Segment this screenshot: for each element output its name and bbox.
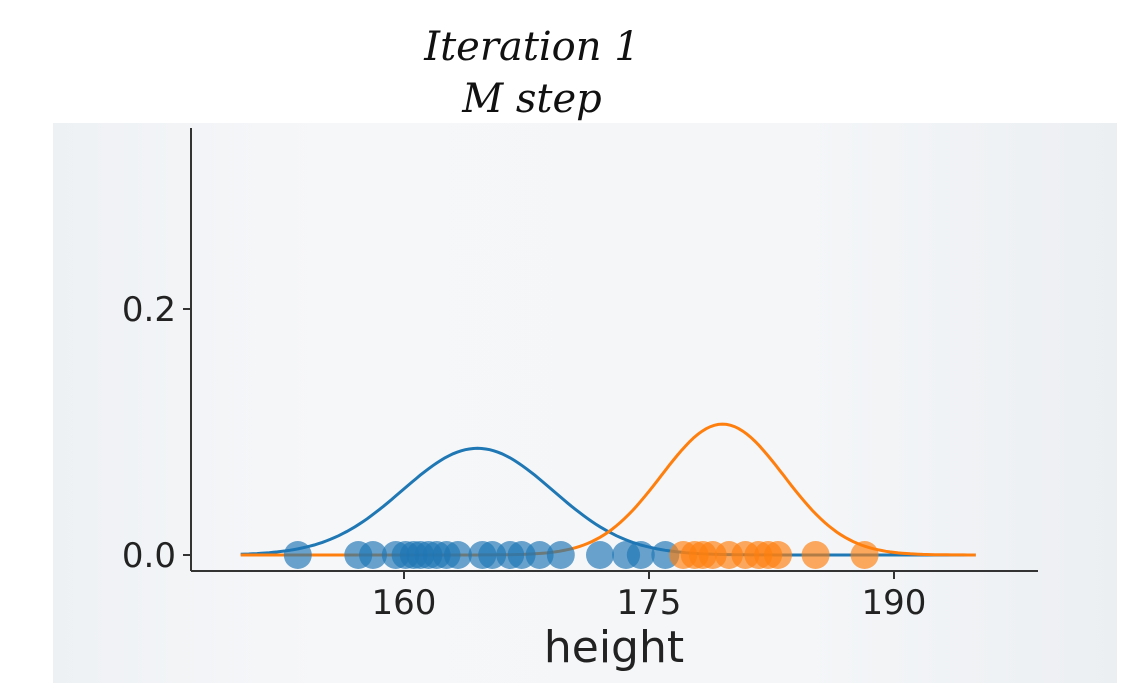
data-point-32 [850,541,879,569]
density-curve-2 [240,422,976,557]
x-ticks: 160 175 190 [372,571,927,623]
y-tick-label: 0.0 [122,536,176,576]
data-point-16 [525,541,554,569]
density-curve-1 [240,446,976,557]
plot-background [53,123,1117,683]
y-ticks: 0.0 0.2 [122,290,191,576]
annotation-iteration: Iteration 1 [423,24,639,70]
data-points [283,541,879,569]
y-tick-label: 0.2 [122,290,176,330]
annotation-step: M step [461,76,602,122]
data-point-20 [626,541,655,569]
x-tick-label: 190 [862,583,927,623]
data-point-3 [359,541,387,569]
data-point-18 [586,541,614,569]
x-tick-label: 175 [617,583,682,623]
data-point-1 [283,541,312,569]
data-point-17 [546,541,575,569]
data-point-11 [443,541,472,569]
density-curves [240,422,976,557]
x-tick-label: 160 [372,583,437,623]
x-axis-label: height [544,622,684,673]
data-point-31 [801,541,830,569]
data-point-30 [764,541,792,569]
